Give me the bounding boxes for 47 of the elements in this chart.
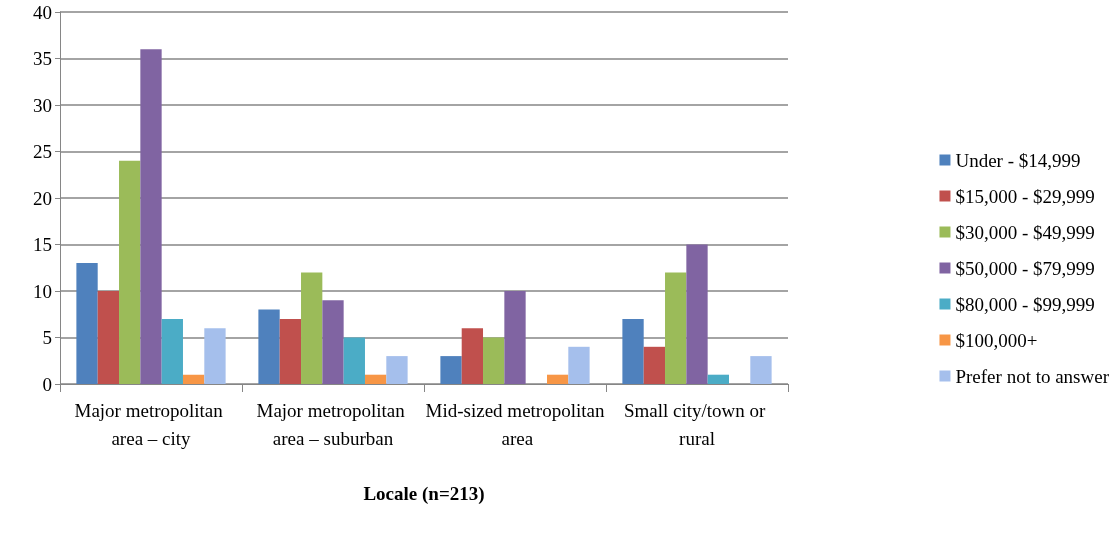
bar [643,346,666,384]
x-tick-label: Major metropolitan area – city [74,399,228,449]
bar [182,374,205,384]
bar [301,272,323,384]
bar [97,291,120,384]
bar [258,309,280,384]
y-tick-label: 0 [42,373,52,395]
x-tick-label: Major metropolitan area – suburban [256,399,410,449]
bar [204,328,226,384]
legend-label: Prefer not to answer [955,365,1110,387]
y-tick-label: 40 [33,1,52,23]
x-axis-title: Locale (n=213) [363,483,485,505]
legend-label: $80,000 - $99,999 [955,293,1095,315]
bar [622,318,644,384]
legend-label: $100,000+ [955,329,1038,351]
bar [707,374,729,384]
bar [483,337,505,384]
y-tick-label: 25 [33,141,52,162]
bar [750,356,772,384]
bar [665,272,687,384]
bar [140,49,162,384]
y-tick-label: 10 [33,280,52,302]
y-tick-label: 20 [33,187,52,209]
legend-label: $30,000 - $49,999 [955,221,1095,243]
bar [386,356,408,384]
legend-label: $50,000 - $79,999 [955,257,1095,279]
bar [686,244,708,384]
bar [568,346,590,384]
bar [440,356,462,384]
y-tick-label: 5 [42,327,52,348]
x-tick-label: Mid-sized metropolitan area [425,399,605,449]
bar [364,374,387,384]
bar [504,291,526,384]
bar [161,318,183,384]
bar [546,374,569,384]
x-tick-label: Small city/town or rural [623,399,771,449]
bar [279,318,302,384]
bar [461,328,484,384]
bar [119,160,141,384]
y-tick-label: 15 [33,234,52,255]
y-tick-label: 35 [33,48,52,69]
legend-label: Under - $14,999 [955,149,1081,171]
bar [322,300,344,384]
legend-label: $15,000 - $29,999 [955,185,1095,207]
bar [343,337,365,384]
bar [76,263,98,384]
y-tick-label: 30 [33,94,52,116]
